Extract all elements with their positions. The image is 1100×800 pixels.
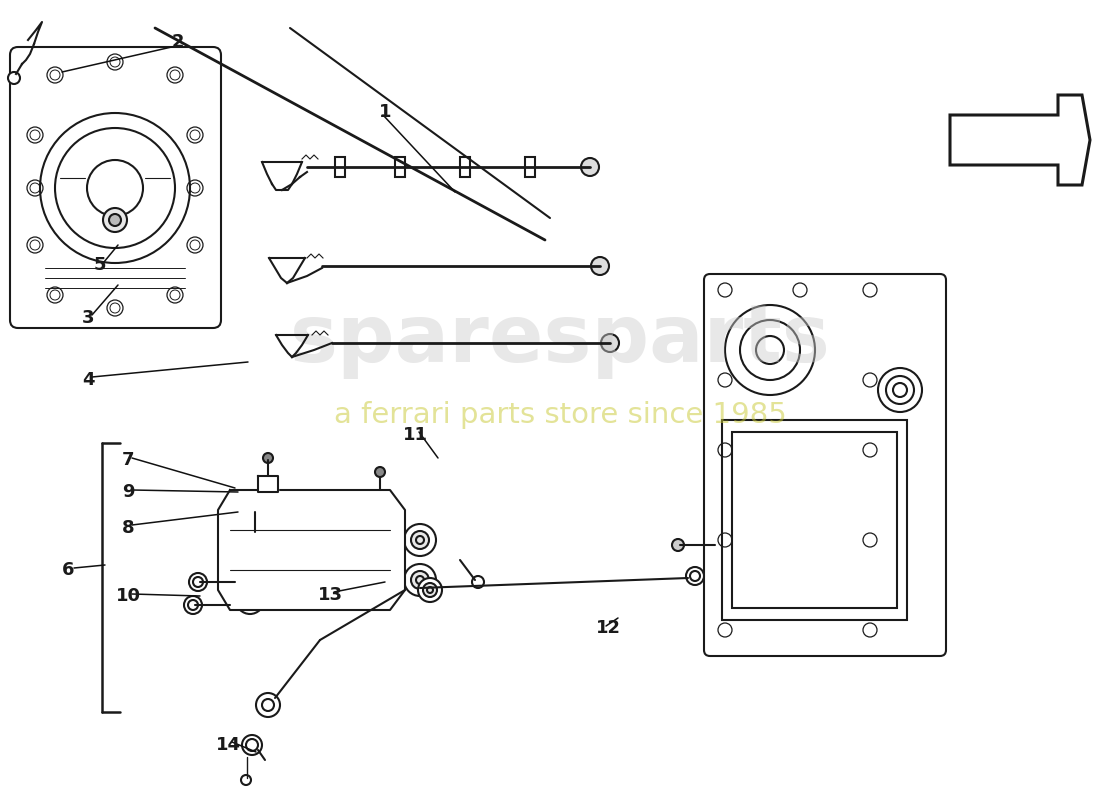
Circle shape <box>601 334 619 352</box>
Circle shape <box>8 72 20 84</box>
Circle shape <box>404 524 436 556</box>
Text: 9: 9 <box>122 483 134 501</box>
Circle shape <box>375 467 385 477</box>
Circle shape <box>103 208 127 232</box>
Circle shape <box>373 585 387 599</box>
Circle shape <box>241 775 251 785</box>
Circle shape <box>189 573 207 591</box>
Text: a ferrari parts store since 1985: a ferrari parts store since 1985 <box>333 401 786 429</box>
Circle shape <box>472 576 484 588</box>
Bar <box>722 420 908 620</box>
Bar <box>460 157 470 177</box>
Text: 8: 8 <box>122 519 134 537</box>
Text: 5: 5 <box>94 256 107 274</box>
FancyBboxPatch shape <box>10 47 221 328</box>
Circle shape <box>242 592 258 608</box>
Circle shape <box>424 583 437 597</box>
Circle shape <box>242 552 258 568</box>
Circle shape <box>725 305 815 395</box>
Circle shape <box>404 564 436 596</box>
Circle shape <box>368 580 392 604</box>
Polygon shape <box>950 95 1090 185</box>
Circle shape <box>40 113 190 263</box>
Text: 12: 12 <box>595 619 620 637</box>
Polygon shape <box>258 476 278 492</box>
Circle shape <box>411 531 429 549</box>
Circle shape <box>418 578 442 602</box>
Circle shape <box>242 735 262 755</box>
Circle shape <box>242 512 258 528</box>
FancyBboxPatch shape <box>704 274 946 656</box>
Text: 1: 1 <box>378 103 392 121</box>
Circle shape <box>249 526 261 538</box>
Polygon shape <box>218 490 405 610</box>
Text: 4: 4 <box>81 371 95 389</box>
Circle shape <box>263 453 273 463</box>
Circle shape <box>686 567 704 585</box>
Bar <box>336 157 345 177</box>
Text: 3: 3 <box>81 309 95 327</box>
Circle shape <box>581 158 600 176</box>
Text: 2: 2 <box>172 33 185 51</box>
Circle shape <box>236 506 264 534</box>
Text: 7: 7 <box>122 451 134 469</box>
Circle shape <box>184 596 202 614</box>
Circle shape <box>109 214 121 226</box>
Circle shape <box>878 368 922 412</box>
Circle shape <box>236 586 264 614</box>
Circle shape <box>256 693 280 717</box>
Circle shape <box>411 571 429 589</box>
Bar <box>395 157 405 177</box>
Circle shape <box>371 551 389 569</box>
Circle shape <box>364 544 396 576</box>
Circle shape <box>672 539 684 551</box>
Circle shape <box>364 504 396 536</box>
Text: 11: 11 <box>403 426 428 444</box>
Bar <box>250 504 260 512</box>
Text: 13: 13 <box>318 586 342 604</box>
Circle shape <box>591 257 609 275</box>
Text: sparesparts: sparesparts <box>289 301 830 379</box>
Text: 10: 10 <box>116 587 141 605</box>
Text: 6: 6 <box>62 561 75 579</box>
Bar <box>525 157 535 177</box>
Text: 14: 14 <box>216 736 241 754</box>
Circle shape <box>371 511 389 529</box>
Bar <box>732 432 896 608</box>
Circle shape <box>236 546 264 574</box>
